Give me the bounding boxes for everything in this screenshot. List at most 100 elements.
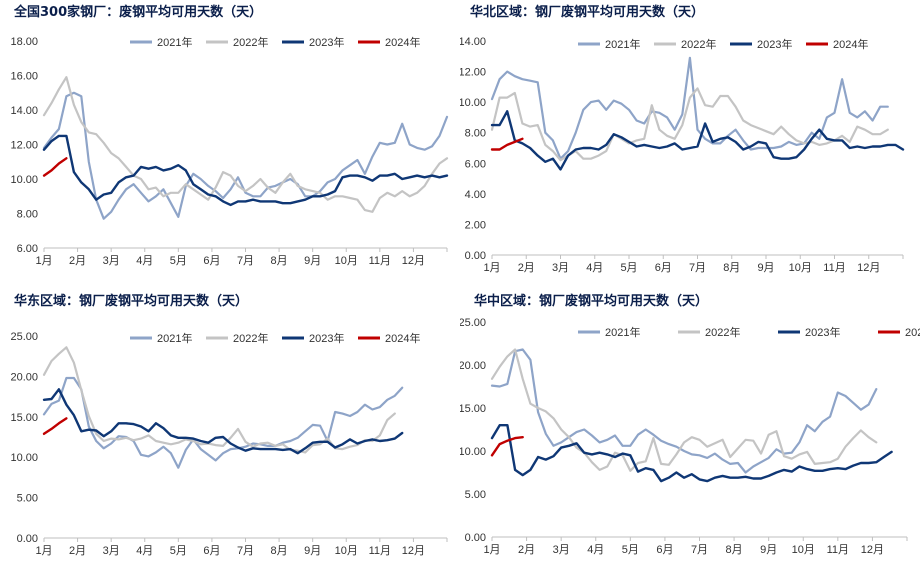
legend-label: 2024年 — [905, 325, 920, 339]
y-axis: 0.00 5.00 10.00 15.00 20.00 25.00 — [460, 317, 486, 544]
legend-label: 2022年 — [705, 325, 740, 339]
x-tick-label: 7月 — [237, 545, 254, 557]
y-tick-label: 0.00 — [465, 532, 486, 544]
legend: 2021年 2022年 2023年 2024年 — [578, 325, 920, 339]
chart-east: 华东区域：钢厂废钢平均可用天数（天） 2021年 2022年 2023年 2024年 … — [10, 293, 448, 557]
legend-label: 2023年 — [309, 35, 344, 49]
y-tick-label: 15.00 — [460, 403, 486, 415]
y-axis: 0.00 2.00 4.00 6.00 8.00 10.00 12.00 14.00 — [460, 36, 486, 262]
plot-area — [42, 346, 404, 469]
y-tick-label: 20.00 — [460, 360, 486, 372]
series-line-2021年 — [42, 91, 449, 220]
y-tick-label: 12.00 — [10, 140, 38, 152]
y-tick-label: 10.00 — [460, 446, 486, 458]
y-tick-label: 5.00 — [17, 493, 38, 505]
chart-north: 华北区域：钢厂废钢平均可用天数（天） 2021年 2022年 2023年 2024年 … — [460, 4, 905, 274]
y-tick-label: 8.00 — [17, 209, 38, 221]
x-tick-label: 5月 — [622, 544, 639, 556]
legend-label: 2021年 — [605, 325, 640, 339]
series-line-2022年 — [490, 87, 889, 162]
legend: 2021年 2022年 2023年 2024年 — [130, 35, 420, 49]
x-tick-label: 4月 — [586, 262, 603, 274]
legend-label: 2021年 — [157, 35, 192, 49]
y-tick-label: 10.00 — [10, 452, 38, 464]
x-tick-label: 9月 — [304, 255, 321, 267]
x-tick-label: 4月 — [136, 545, 153, 557]
x-tick-label: 11月 — [369, 255, 391, 267]
chart-title: 华东区域：钢厂废钢平均可用天数（天） — [14, 293, 248, 309]
y-tick-label: 20.00 — [10, 371, 38, 383]
y-tick-label: 10.00 — [460, 97, 486, 109]
x-tick-label: 3月 — [103, 255, 120, 267]
x-tick-label: 9月 — [757, 262, 774, 274]
x-tick-label: 7月 — [237, 255, 254, 267]
plot-area — [490, 348, 893, 483]
x-tick-label: 12月 — [402, 255, 425, 267]
x-tick-label: 6月 — [655, 262, 672, 274]
y-tick-label: 5.00 — [465, 489, 486, 501]
x-tick-label: 1月 — [35, 255, 52, 267]
x-tick-label: 12月 — [861, 544, 884, 556]
x-tick-label: 2月 — [518, 544, 535, 556]
x-tick-label: 3月 — [103, 545, 120, 557]
x-tick-label: 8月 — [726, 544, 743, 556]
legend-label: 2021年 — [605, 37, 640, 51]
x-tick-label: 6月 — [203, 255, 220, 267]
y-tick-label: 16.00 — [10, 71, 38, 83]
x-axis: 1月 2月 3月 4月 5月 6月 7月 8月 9月 10月 11月 12月 — [35, 537, 448, 557]
x-tick-label: 5月 — [620, 262, 637, 274]
x-tick-label: 9月 — [760, 544, 777, 556]
legend-label: 2023年 — [309, 331, 344, 345]
chart-national: 全国300家钢厂：废钢平均可用天数（天） 2021年 2022年 2023年 2024… — [10, 4, 449, 267]
x-tick-label: 9月 — [304, 545, 321, 557]
y-tick-label: 0.00 — [465, 250, 486, 262]
y-tick-label: 15.00 — [10, 412, 38, 424]
x-tick-label: 6月 — [203, 545, 220, 557]
series-line-2023年 — [42, 388, 404, 455]
legend-label: 2021年 — [157, 331, 192, 345]
x-tick-label: 11月 — [369, 545, 391, 557]
x-tick-label: 2月 — [518, 262, 535, 274]
series-line-2024年 — [490, 137, 524, 151]
chart-title: 全国300家钢厂：废钢平均可用天数（天） — [13, 4, 262, 20]
x-tick-label: 4月 — [587, 544, 604, 556]
y-tick-label: 6.00 — [17, 243, 38, 255]
x-tick-label: 8月 — [271, 255, 288, 267]
chart-panel-national: 全国300家钢厂：废钢平均可用天数（天） 2021年 2022年 2023年 2024… — [0, 0, 460, 283]
x-tick-label: 7月 — [691, 544, 708, 556]
legend-label: 2022年 — [681, 37, 716, 51]
legend-label: 2023年 — [805, 325, 840, 339]
series-line-2021年 — [490, 348, 878, 474]
legend-label: 2024年 — [385, 35, 420, 49]
chart-panel-east: 华东区域：钢厂废钢平均可用天数（天） 2021年 2022年 2023年 2024年 … — [0, 284, 460, 567]
series-line-2021年 — [42, 376, 404, 469]
legend: 2021年 2022年 2023年 2024年 — [130, 331, 420, 345]
series-line-2024年 — [42, 157, 68, 177]
y-tick-label: 0.00 — [17, 533, 38, 545]
plot-area — [490, 56, 905, 171]
legend-label: 2024年 — [385, 331, 420, 345]
y-tick-label: 25.00 — [460, 317, 486, 329]
y-tick-label: 12.00 — [460, 67, 486, 79]
chart-panel-central: 华中区域：钢厂废钢平均可用天数（天） 2021年2022年2023年2024年 … — [460, 284, 920, 567]
x-axis: 1月 2月 3月 4月 5月 6月 7月 8月 9月 10月 11月 12月 — [35, 247, 448, 267]
x-tick-label: 10月 — [335, 545, 358, 557]
x-tick-label: 10月 — [789, 262, 812, 274]
x-tick-label: 8月 — [723, 262, 740, 274]
x-tick-label: 11月 — [823, 262, 845, 274]
chart-title: 华中区域：钢厂废钢平均可用天数（天） — [474, 293, 708, 309]
legend: 2021年 2022年 2023年 2024年 — [578, 37, 868, 51]
x-tick-label: 3月 — [553, 544, 570, 556]
x-tick-label: 8月 — [271, 545, 288, 557]
chart-title: 华北区域：钢厂废钢平均可用天数（天） — [470, 4, 704, 20]
y-axis: 6.00 8.00 10.00 12.00 14.00 16.00 18.00 — [10, 36, 38, 255]
y-tick-label: 18.00 — [10, 36, 38, 48]
series-line-2022年 — [490, 348, 878, 472]
series-line-2023年 — [490, 423, 893, 483]
x-tick-label: 2月 — [69, 255, 86, 267]
legend-label: 2024年 — [833, 37, 868, 51]
x-tick-label: 4月 — [136, 255, 153, 267]
x-tick-label: 11月 — [827, 544, 849, 556]
y-tick-label: 14.00 — [10, 105, 38, 117]
y-tick-label: 10.00 — [10, 174, 38, 186]
